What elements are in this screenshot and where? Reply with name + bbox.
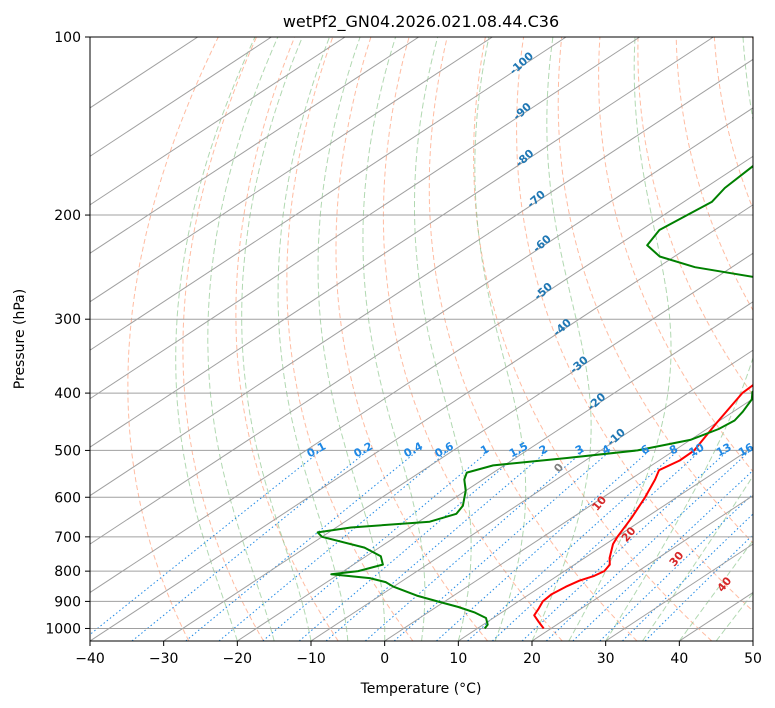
moist-adiabat [474,37,527,641]
mixing-ratio-line [131,450,369,641]
y-tick-label: 400 [54,386,81,402]
x-axis-ticks: −40 −30 −20 −10 0 10 20 30 40 50 [75,641,762,667]
dry-adiabat [428,37,638,641]
dry-adiabat [675,37,753,312]
y-tick-label: 500 [54,443,81,459]
moist-adiabat [362,37,426,641]
mixing-ratio-line [436,450,651,641]
mixing-ratio-line [622,513,753,641]
x-tick-label: −20 [223,651,253,667]
moist-adiabat [317,37,386,641]
x-tick-label: 0 [380,651,389,667]
dry-adiabat [637,37,753,396]
moist-adiabat [568,37,672,641]
x-tick-label: −40 [75,651,105,667]
y-tick-label: 600 [54,490,81,506]
isotherm [90,155,753,594]
isotherm [90,37,640,400]
isotherm [90,107,753,545]
mixing-ratio-line [599,493,753,641]
x-tick-label: 30 [597,651,615,667]
x-tick-label: −30 [149,651,179,667]
mixing-ratio-line [298,450,524,641]
temperature-line [533,383,753,630]
y-axis-ticks: 100 200 300 400 500 600 700 800 900 1000 [45,30,90,637]
dry-adiabat [335,37,488,641]
x-tick-label: 50 [744,651,762,667]
dry-adiabat [127,37,219,641]
x-axis-label: Temperature (°C) [360,681,482,697]
mixing-ratio-label: 10 [687,440,707,459]
isotherm [163,252,753,641]
x-tick-label: 20 [523,651,541,667]
mixing-ratio-line [644,534,753,641]
isotherm [458,446,753,641]
isotherm [237,301,753,641]
dry-adiabat [557,37,753,544]
mixing-ratio-line [364,450,585,641]
y-tick-label: 200 [54,208,81,224]
isotherm [90,204,753,641]
x-tick-label: −10 [296,651,326,667]
isotherm [90,37,346,206]
mixing-ratio-line [572,469,753,641]
plot-frame [89,36,754,642]
isotherm [90,37,567,351]
mixing-ratio-lines [90,450,753,641]
dry-adiabat [516,37,753,612]
y-tick-label: 700 [54,530,81,546]
y-tick-label: 1000 [45,621,81,637]
moist-adiabat [642,475,753,641]
mixing-ratio-line [90,450,322,636]
moist-adiabat [531,37,592,641]
moist-adiabat [605,37,753,641]
isotherm [90,37,493,303]
y-tick-label: 300 [54,312,81,328]
isotherm [90,37,419,254]
pressure-gridlines [90,37,753,629]
isotherm [384,398,753,641]
mixing-ratio-label: 16 [736,440,756,459]
mixing-ratio-line [521,450,729,641]
dewpoint-line [316,164,753,630]
x-tick-label: 10 [449,651,467,667]
x-tick-label: 40 [670,651,688,667]
isotherm [531,495,753,641]
isotherms [90,37,753,641]
chart-title: wetPf2_GN04.2026.021.08.44.C36 [283,12,559,32]
moist-adiabat [207,37,279,641]
mixing-ratio-line [185,450,419,641]
y-tick-label: 100 [54,30,81,46]
y-tick-label: 900 [54,594,81,610]
isotherm [90,37,272,157]
isotherm [90,37,714,448]
mixing-ratio-line [218,450,450,641]
mixing-ratio-line [262,450,490,641]
y-tick-label: 800 [54,564,81,580]
y-axis-label: Pressure (hPa) [12,289,28,389]
sounding-series [316,164,753,630]
isotherm [90,58,753,497]
moist-adiabat [241,37,312,641]
mixing-ratio-label: 13 [714,441,734,460]
isotherm [310,349,753,641]
